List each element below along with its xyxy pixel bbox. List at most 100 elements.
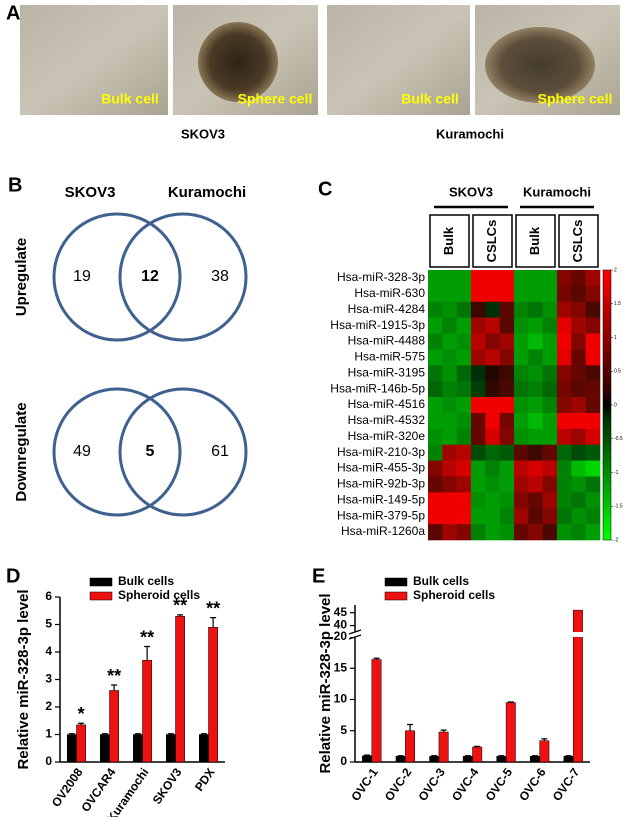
heat-cell (585, 381, 601, 398)
heat-cell (442, 381, 457, 398)
heat-cell (571, 524, 586, 541)
heat-cell (499, 476, 515, 493)
row-label: Hsa-miR-1915-3p (330, 318, 425, 332)
colorbar-label: 2 (614, 267, 617, 273)
heat-cell (542, 285, 558, 303)
heat-cell (557, 492, 572, 509)
heat-cell (485, 317, 500, 334)
column-box (558, 214, 599, 268)
heat-cell (585, 492, 601, 509)
heat-cell (514, 412, 529, 430)
heat-cell (456, 270, 472, 287)
heat-cell (499, 285, 515, 303)
set-label: Kuramochi (168, 184, 246, 201)
significance: * (78, 704, 85, 724)
y-tick-label: 3 (45, 672, 52, 686)
heat-cell (571, 428, 586, 446)
heat-cell (585, 460, 601, 477)
heat-cell (499, 492, 515, 509)
heat-cell (514, 365, 529, 382)
significance: ** (107, 666, 121, 686)
heat-cell (528, 492, 543, 509)
heat-cell (442, 365, 457, 382)
heat-cell (585, 476, 601, 493)
heat-cell (428, 397, 443, 414)
heat-cell (456, 476, 472, 493)
heat-cell (557, 301, 572, 318)
heat-cell (442, 428, 457, 446)
row-label: Hsa-miR-3195 (348, 365, 426, 379)
error-bar (474, 745, 481, 747)
heat-cell (514, 270, 529, 287)
legend-swatch (89, 591, 113, 601)
heat-cell (585, 428, 601, 446)
row-label: Hsa-miR-1260a (341, 524, 425, 538)
heat-cell (557, 317, 572, 334)
error-bar (407, 723, 414, 731)
legend-label: Spheroid cells (118, 588, 200, 602)
heat-cell (585, 285, 601, 303)
heat-cell (485, 444, 500, 461)
heat-cell (571, 492, 586, 509)
heat-cell (456, 365, 472, 382)
legend-label: Bulk cells (118, 574, 174, 588)
bar (371, 659, 382, 763)
heat-cell (571, 412, 586, 430)
heat-cell (499, 397, 515, 414)
heat-cell (499, 349, 515, 366)
heat-cell (585, 444, 601, 461)
colorbar-label: 0.5 (614, 369, 621, 375)
heat-cell (514, 333, 529, 350)
error-bar (498, 755, 505, 757)
error-bar (144, 645, 151, 661)
error-bar (431, 755, 438, 757)
venn-count: 5 (146, 443, 155, 460)
row-label: Hsa-miR-210-3p (337, 445, 425, 459)
heat-cell (542, 492, 558, 509)
error-bar (200, 733, 207, 735)
colorbar-label: -0.5 (614, 436, 623, 442)
heat-cell (571, 460, 586, 477)
venn-count: 61 (211, 443, 229, 460)
error-bar (177, 614, 184, 617)
bar (462, 756, 473, 763)
heat-cell (471, 460, 486, 477)
heat-cell (499, 381, 515, 398)
heat-cell (456, 524, 472, 541)
bar (438, 731, 449, 763)
heat-cell (585, 270, 601, 287)
group-label: SKOV3 (449, 184, 493, 199)
y-tick-label: 4 (45, 644, 52, 658)
bar (76, 724, 86, 763)
heat-cell (542, 397, 558, 414)
heat-cell (456, 349, 472, 366)
heat-cell (499, 508, 515, 525)
venn-count: 19 (73, 268, 91, 285)
heat-cell (442, 270, 457, 287)
image-caption: Sphere cell (538, 91, 613, 107)
error-bar (210, 617, 217, 628)
heat-cell (456, 444, 472, 461)
heat-cell (428, 460, 443, 477)
row-label: Hsa-miR-92b-3p (337, 477, 425, 491)
heat-cell (428, 476, 443, 493)
panel-label: B (8, 174, 22, 196)
heat-cell (428, 285, 443, 303)
heat-cell (442, 285, 457, 303)
heat-cell (542, 460, 558, 477)
heat-cell (499, 301, 515, 318)
error-bar (507, 701, 514, 703)
row-label: Hsa-miR-4284 (348, 302, 426, 316)
heat-cell (571, 270, 586, 287)
heat-cell (542, 508, 558, 525)
bar (563, 756, 574, 763)
panel-label: C (318, 178, 332, 200)
heat-cell (428, 301, 443, 318)
bar (472, 746, 483, 763)
x-tick-label: OVC-4 (449, 765, 482, 803)
heat-cell (471, 365, 486, 382)
heat-cell (571, 365, 586, 382)
row-label: Hsa-miR-455-3p (337, 461, 425, 475)
heat-cell (471, 333, 486, 350)
row-label: Hsa-miR-328-3p (337, 270, 425, 284)
